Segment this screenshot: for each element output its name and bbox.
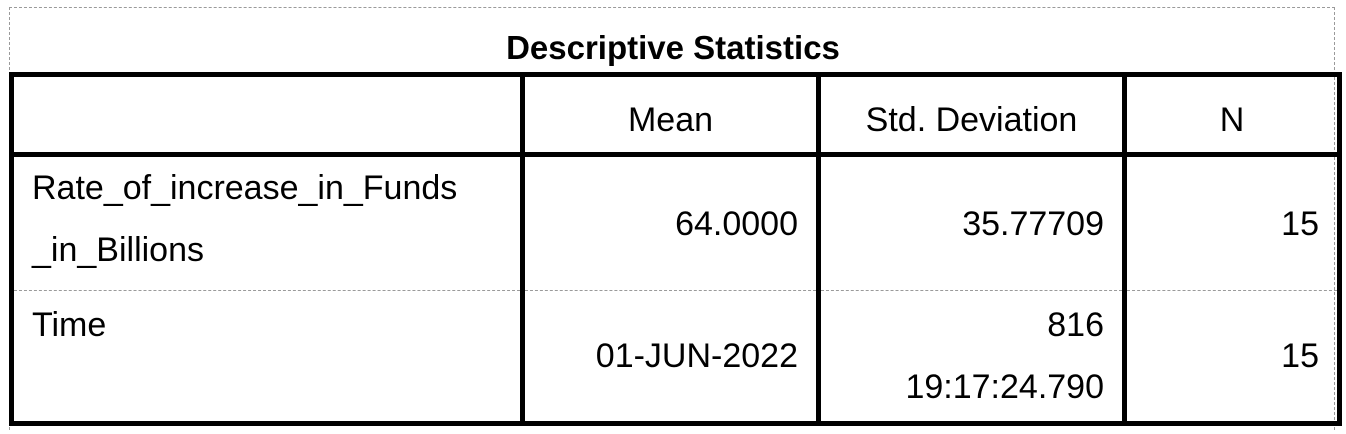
cell-std-deviation-line: 19:17:24.790 — [905, 368, 1104, 406]
cell-std-deviation: 816 19:17:24.790 — [816, 290, 1125, 426]
header-mean: Mean — [520, 72, 819, 157]
row-label-line: Rate_of_increase_in_Funds — [32, 169, 458, 207]
header-stub — [9, 72, 523, 157]
header-std-deviation: Std. Deviation — [816, 72, 1125, 157]
cell-n: 15 — [1122, 154, 1342, 291]
cell-mean: 01-JUN-2022 — [520, 290, 819, 426]
header-row: Mean Std. Deviation N — [9, 72, 1342, 157]
table-title: Descriptive Statistics — [506, 29, 840, 66]
cell-mean: 64.0000 — [520, 154, 819, 291]
cell-std-deviation-line: 816 — [1047, 306, 1104, 344]
header-n: N — [1122, 72, 1342, 157]
row-label-rate-of-increase: Rate_of_increase_in_Funds _in_Billions — [9, 154, 523, 291]
table-row: Rate_of_increase_in_Funds _in_Billions 6… — [9, 154, 1342, 291]
cell-std-deviation: 35.77709 — [816, 154, 1125, 291]
row-label-line: _in_Billions — [32, 231, 204, 269]
table-row: Time 01-JUN-2022 816 19:17:24.790 15 — [9, 290, 1342, 426]
descriptive-statistics-table: Mean Std. Deviation N Rate_of_increase_i… — [9, 72, 1342, 426]
cell-n: 15 — [1122, 290, 1342, 426]
row-label-time: Time — [9, 290, 523, 426]
